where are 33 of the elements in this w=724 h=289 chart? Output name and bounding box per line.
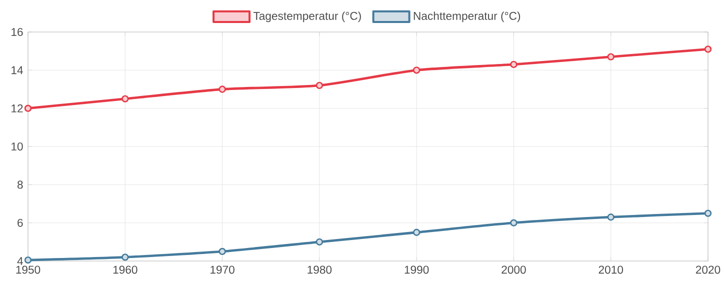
y-tick-label: 8 [17, 180, 23, 189]
point [218, 248, 226, 256]
y-tick-label: 4 [17, 257, 23, 265]
point [316, 238, 324, 246]
point [510, 219, 518, 226]
point [607, 53, 614, 60]
legend-label: Nachttemperatur (°C) [414, 12, 520, 22]
y-tick-label: 14 [12, 66, 23, 74]
x-tick-label: 1990 [404, 266, 429, 274]
point [122, 95, 129, 102]
point [122, 254, 129, 261]
point [704, 210, 712, 217]
point [218, 86, 226, 93]
x-tick-label: 2000 [502, 266, 526, 274]
x-tick-label: 2010 [598, 266, 624, 274]
x-tick-label: 1950 [16, 266, 40, 274]
y-tick-label: 10 [12, 142, 23, 151]
x-tick-label: 2020 [696, 266, 720, 274]
point [607, 214, 614, 221]
point [412, 66, 420, 74]
point [510, 60, 518, 68]
point [24, 256, 32, 264]
point [24, 104, 32, 112]
point [412, 228, 420, 236]
legend-label: Tagestemperatur (°C) [253, 12, 361, 22]
y-tick-label: 12 [12, 104, 23, 112]
point [316, 82, 324, 90]
x-tick-label: 1980 [308, 266, 332, 274]
x-tick-label: 1960 [113, 266, 138, 274]
y-tick-label: 6 [18, 218, 23, 227]
y-tick-label: 16 [12, 28, 23, 36]
x-tick-label: 1970 [210, 266, 234, 274]
point [704, 46, 712, 53]
